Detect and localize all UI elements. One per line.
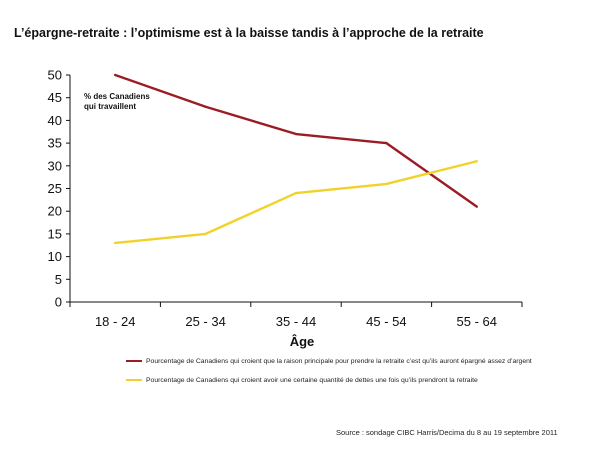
y-tick-label: 35 xyxy=(48,136,62,151)
data-point xyxy=(294,132,298,136)
x-tick-label: 45 - 54 xyxy=(366,314,406,329)
y-axis-ticks: 0 5 10 15 20 25 30 35 40 45 50 xyxy=(48,68,70,310)
data-point xyxy=(204,105,207,108)
y-tick-label: 25 xyxy=(48,181,62,196)
legend-item-debt: Pourcentage de Canadiens qui croient avo… xyxy=(126,374,478,386)
x-axis-ticks: 18 - 24 25 - 34 35 - 44 45 - 54 55 - 64 xyxy=(69,302,523,329)
x-axis-label: Âge xyxy=(290,334,315,349)
legend-swatch-savings xyxy=(126,360,142,362)
legend-label-debt: Pourcentage de Canadiens qui croient avo… xyxy=(146,376,478,384)
y-tick-label: 50 xyxy=(48,68,62,83)
x-tick-label: 35 - 44 xyxy=(276,314,316,329)
y-tick-label: 45 xyxy=(48,90,62,105)
axes xyxy=(69,75,522,303)
y-annotation-line1: % des Canadiens xyxy=(84,92,150,101)
legend-label-savings: Pourcentage de Canadiens qui croient que… xyxy=(146,357,532,365)
y-tick-label: 5 xyxy=(55,272,62,287)
data-point xyxy=(114,73,117,77)
data-point xyxy=(385,182,388,186)
y-annotation-line2: qui travaillent xyxy=(84,102,136,111)
x-tick-label: 25 - 34 xyxy=(185,314,225,329)
y-tick-label: 40 xyxy=(48,113,62,128)
chart-title: L’épargne-retraite : l’optimisme est à l… xyxy=(14,26,484,40)
x-tick-label: 18 - 24 xyxy=(95,314,135,329)
y-tick-label: 20 xyxy=(48,204,62,219)
legend-swatch-debt xyxy=(126,379,142,381)
data-point xyxy=(385,141,388,145)
data-point xyxy=(114,241,117,245)
y-tick-label: 30 xyxy=(48,158,62,173)
legend-item-savings: Pourcentage de Canadiens qui croient que… xyxy=(126,355,532,367)
y-tick-label: 15 xyxy=(48,226,62,241)
series-line-savings xyxy=(114,73,478,208)
data-point xyxy=(475,205,478,208)
series-line-debt xyxy=(115,160,478,245)
y-tick-label: 0 xyxy=(55,295,62,310)
series-layer xyxy=(114,73,478,245)
x-tick-label: 55 - 64 xyxy=(457,314,497,329)
y-tick-label: 10 xyxy=(48,249,62,264)
source-note: Source : sondage CIBC Harris/Decima du 8… xyxy=(336,428,558,437)
data-point xyxy=(294,191,298,195)
data-point xyxy=(475,160,478,163)
data-point xyxy=(204,232,207,236)
